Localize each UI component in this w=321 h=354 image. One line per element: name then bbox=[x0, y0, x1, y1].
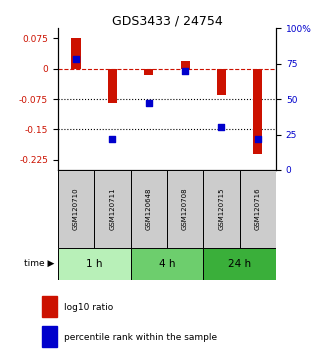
Bar bbox=[71, 39, 81, 69]
Text: GSM120708: GSM120708 bbox=[182, 188, 188, 230]
Text: GSM120710: GSM120710 bbox=[73, 188, 79, 230]
Text: 24 h: 24 h bbox=[228, 259, 251, 269]
Bar bbox=[180, 61, 190, 69]
Bar bbox=[42, 326, 57, 348]
Point bbox=[219, 125, 224, 130]
FancyBboxPatch shape bbox=[240, 170, 276, 248]
Text: percentile rank within the sample: percentile rank within the sample bbox=[64, 333, 217, 342]
Bar bbox=[253, 69, 262, 154]
Bar bbox=[42, 296, 57, 317]
FancyBboxPatch shape bbox=[94, 170, 131, 248]
Point bbox=[183, 68, 188, 74]
FancyBboxPatch shape bbox=[203, 170, 240, 248]
FancyBboxPatch shape bbox=[58, 170, 94, 248]
Text: log10 ratio: log10 ratio bbox=[64, 303, 114, 312]
Text: 4 h: 4 h bbox=[159, 259, 175, 269]
FancyBboxPatch shape bbox=[167, 170, 203, 248]
Point bbox=[110, 136, 115, 142]
Text: 1 h: 1 h bbox=[86, 259, 102, 269]
Text: GSM120715: GSM120715 bbox=[219, 188, 224, 230]
Bar bbox=[144, 69, 153, 75]
Text: time ▶: time ▶ bbox=[24, 259, 55, 268]
FancyBboxPatch shape bbox=[131, 248, 203, 280]
FancyBboxPatch shape bbox=[131, 170, 167, 248]
FancyBboxPatch shape bbox=[203, 248, 276, 280]
Text: GSM120711: GSM120711 bbox=[109, 188, 115, 230]
Title: GDS3433 / 24754: GDS3433 / 24754 bbox=[111, 14, 222, 27]
Bar bbox=[108, 69, 117, 103]
Point bbox=[255, 136, 260, 142]
Point bbox=[146, 101, 151, 106]
Text: GSM120716: GSM120716 bbox=[255, 188, 261, 230]
Text: GSM120648: GSM120648 bbox=[146, 188, 152, 230]
FancyBboxPatch shape bbox=[58, 248, 131, 280]
Bar bbox=[217, 69, 226, 95]
Point bbox=[74, 57, 79, 62]
